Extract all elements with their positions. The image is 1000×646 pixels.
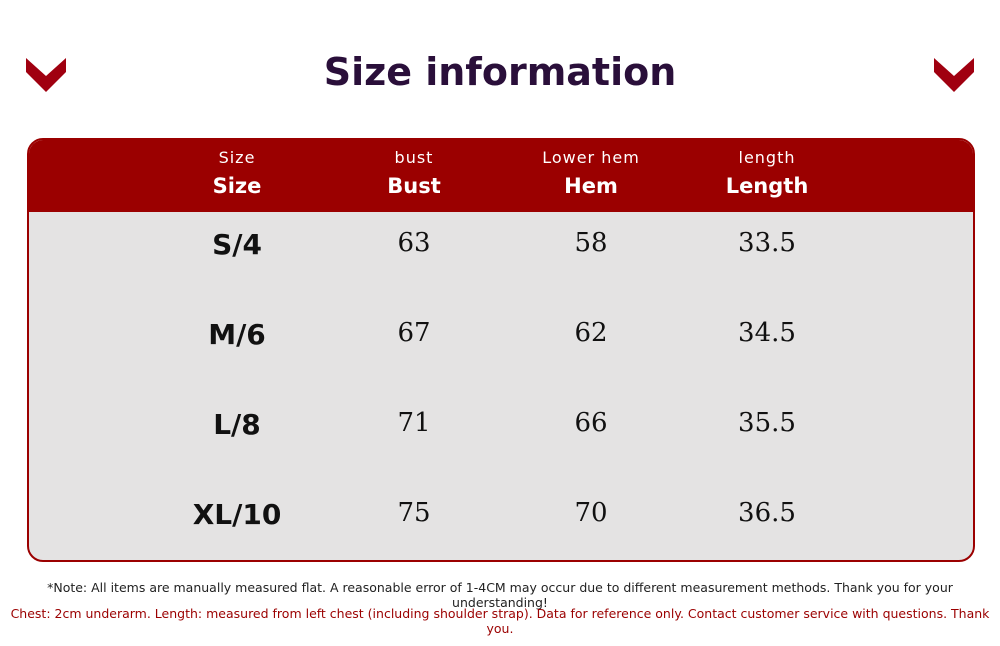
column-header: Size [212, 174, 262, 198]
table-cell: 67 [397, 318, 431, 348]
column-header: Size [218, 148, 256, 167]
table-cell: 34.5 [738, 318, 796, 348]
table-cell: 66 [574, 408, 608, 438]
table-cell: M/6 [208, 318, 266, 351]
table-cell: 35.5 [738, 408, 796, 438]
table-cell: S/4 [212, 228, 262, 261]
column-header: Lower hem [542, 148, 640, 167]
chevron-icon [26, 58, 66, 92]
table-cell: 70 [574, 498, 608, 528]
column-header: length [738, 148, 796, 167]
table-cell: 63 [397, 228, 431, 258]
table-cell: 33.5 [738, 228, 796, 258]
chevron-icon [934, 58, 974, 92]
table-cell: L/8 [213, 408, 261, 441]
size-table: Size Size bust Bust Lower hem Hem length Length… [27, 138, 975, 562]
table-header [29, 140, 973, 212]
column-header: Bust [387, 174, 441, 198]
column-header: bust [394, 148, 434, 167]
note: Chest: 2cm underarm. Length: measured fr… [10, 606, 990, 636]
column-header: Hem [564, 174, 618, 198]
column-header: Length [725, 174, 809, 198]
note: *Note: All items are manually measured f… [47, 580, 953, 610]
table-cell: XL/10 [192, 498, 282, 531]
table-cell: 71 [397, 408, 431, 438]
title: Size information [323, 50, 677, 94]
table-cell: 75 [397, 498, 431, 528]
table-cell: 58 [574, 228, 608, 258]
table-cell: 36.5 [738, 498, 796, 528]
table-cell: 62 [574, 318, 608, 348]
